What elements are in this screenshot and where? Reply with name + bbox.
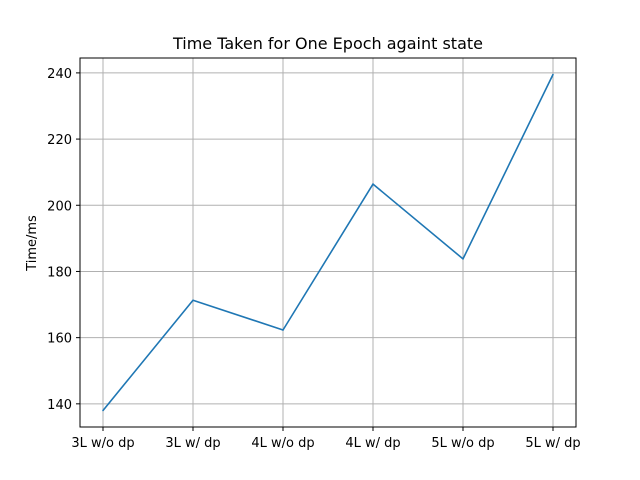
x-tick-label: 3L w/o dp: [71, 436, 134, 451]
chart-title: Time Taken for One Epoch againt state: [172, 34, 483, 53]
x-tick-label: 5L w/ dp: [525, 436, 580, 451]
series-line: [102, 74, 554, 412]
data-point: [372, 183, 374, 185]
grid-lines: [80, 58, 576, 427]
y-tick-label: 180: [47, 265, 72, 280]
y-tick-label: 140: [47, 398, 72, 413]
y-tick-label: 240: [47, 67, 72, 82]
x-tick-label: 5L w/o dp: [431, 436, 494, 451]
data-point: [552, 73, 554, 76]
y-tick-label: 220: [47, 133, 72, 148]
series-group: [102, 73, 554, 412]
x-tick-label: 4L w/ dp: [345, 436, 400, 451]
data-point: [102, 409, 104, 412]
data-point: [462, 258, 464, 260]
y-tick-label: 200: [47, 199, 72, 214]
data-point: [192, 299, 194, 302]
data-point: [282, 329, 284, 331]
y-axis-label: Time/ms: [25, 215, 40, 272]
y-tick-label: 160: [47, 332, 72, 347]
axis-ticks: 3L w/o dp 3L w/ dp 4L w/o dp 4L w/ dp 5L w/o…: [47, 67, 580, 451]
x-tick-label: 3L w/ dp: [165, 436, 220, 451]
plot-frame: [79, 57, 577, 428]
x-tick-label: 4L w/o dp: [251, 436, 314, 451]
